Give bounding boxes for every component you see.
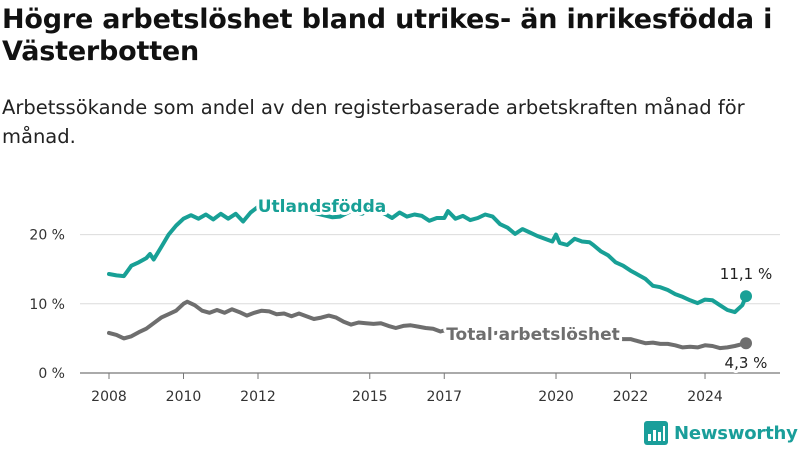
page-subtitle: Arbetssökande som andel av den registerb… <box>2 96 745 148</box>
end-label-total: 4,3 % <box>725 354 768 372</box>
end-label-utlandsfodda: 11,1 % <box>720 265 772 283</box>
x-axis: 2008 2010 2012 2015 2017 2020 2022 2024 <box>91 373 723 405</box>
series-lines <box>107 204 752 351</box>
brand-logo: Newsworthy <box>644 420 798 446</box>
x-tick-label: 2022 <box>613 389 649 405</box>
y-tick-label: 10 % <box>29 297 65 313</box>
x-tick-label: 2008 <box>91 389 127 405</box>
series-end-marker <box>740 337 752 350</box>
grid-lines <box>80 234 780 374</box>
x-tick-label: 2015 <box>352 389 388 405</box>
series-label-utlandsfodda: Utlandsfödda <box>258 197 387 217</box>
series-label-total: Total arbetslöshet <box>446 325 620 345</box>
x-tick-label: 2024 <box>687 389 723 405</box>
x-tick-label: 2010 <box>166 389 202 405</box>
brand-name: Newsworthy <box>674 422 798 444</box>
x-tick-label: 2020 <box>538 389 574 405</box>
x-tick-label: 2012 <box>240 389 276 405</box>
newsworthy-bar-chart-icon <box>644 421 668 445</box>
y-axis: 0 % 10 % 20 % <box>29 228 65 382</box>
series-labels: Utlandsfödda Total arbetslöshet 11,1 % 4,3 … <box>255 194 775 375</box>
page-title: Högre arbetslöshet bland utrikes- än inr… <box>2 4 773 67</box>
series-line-utlandsfodda <box>107 204 748 315</box>
y-tick-label: 20 % <box>29 228 65 244</box>
series-line-total <box>107 299 748 351</box>
series-end-marker <box>740 290 752 303</box>
y-tick-label: 0 % <box>38 366 65 382</box>
x-tick-label: 2017 <box>426 389 462 405</box>
